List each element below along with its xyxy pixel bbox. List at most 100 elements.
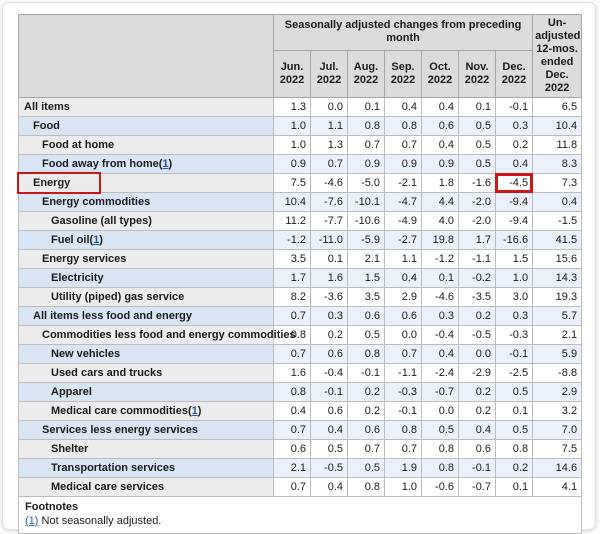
value-cell: 0.8	[347, 344, 385, 364]
value-cell: -0.6	[421, 477, 459, 497]
row-label-food: Food	[18, 116, 274, 136]
value-cell: 3.0	[494, 287, 534, 307]
value-cell: -1.2	[273, 230, 311, 250]
value-cell: 0.6	[273, 439, 311, 459]
value-cell: -7.6	[310, 192, 348, 212]
row-label-used-cars-and-trucks: Used cars and trucks	[18, 363, 274, 383]
unadjusted-value-cell: 5.9	[532, 344, 583, 364]
row-label-apparel: Apparel	[18, 382, 274, 402]
value-cell: -2.5	[494, 363, 534, 383]
table-row: Electricity 1.7 1.6 1.5 0.4 0.1 -0.2 1.0 14.3	[18, 268, 583, 288]
column-header-jun-2022: Jun. 2022	[273, 49, 311, 99]
footnotes-section: Footnotes (1) Not seasonally adjusted.	[17, 496, 583, 534]
value-cell: 0.6	[347, 420, 385, 440]
footnote-marker-link[interactable]: (1)	[25, 515, 39, 527]
value-cell: -4.9	[384, 211, 422, 231]
footnote-link[interactable]: 1	[191, 405, 198, 417]
value-cell: 0.1	[494, 477, 534, 497]
value-cell: 0.4	[421, 135, 459, 155]
unadjusted-value-cell: 41.5	[532, 230, 583, 250]
value-cell: 0.7	[273, 306, 311, 326]
table-row: Transportation services 2.1 -0.5 0.5 1.9 0.8-…	[18, 458, 583, 478]
row-label-energy: Energy	[17, 172, 274, 194]
value-cell: 7.5	[273, 173, 311, 193]
value-cell: -2.0	[458, 211, 496, 231]
row-label-all-items: All items	[18, 97, 274, 117]
value-cell: -5.0	[347, 173, 385, 193]
unadjusted-value-cell: 10.4	[532, 116, 583, 136]
value-cell: 1.5	[347, 268, 385, 288]
value-cell: 0.8	[494, 439, 534, 459]
unadjusted-value-cell: 0.4	[532, 192, 583, 212]
value-cell: 0.6	[421, 116, 459, 136]
table-row: Energy 7.5 -4.6 -5.0 -2.1 1.8 -1.6 -4.5 7.3	[17, 172, 583, 194]
value-cell: 0.7	[310, 154, 348, 174]
unadjusted-value-cell: -1.5	[532, 211, 583, 231]
value-cell: -9.4	[494, 192, 534, 212]
value-cell: -11.0	[310, 230, 348, 250]
row-label-food-away-from-home: Food away from home(1)	[18, 154, 274, 174]
value-cell: 1.0	[384, 477, 422, 497]
value-cell: 1.7	[458, 230, 496, 250]
value-cell: 0.8	[421, 458, 459, 478]
table-row: Apparel 0.8 -0.1 0.2 -0.3 -0.7 0.2 0.5 2.9	[18, 382, 583, 402]
footnote-link[interactable]: 1	[93, 234, 100, 246]
value-cell: 0.2	[494, 135, 534, 155]
unadjusted-value-cell: 14.3	[532, 268, 583, 288]
table-row: Used cars and trucks 1.6 -0.4 -0.1 -1.1 -2.4-…	[18, 363, 583, 383]
row-label-services-less-energy-services: Services less energy services	[18, 420, 274, 440]
value-cell: 0.7	[347, 439, 385, 459]
value-cell: 8.2	[273, 287, 311, 307]
value-cell: 0.5	[347, 325, 385, 345]
column-header-dec-2022: Dec. 2022	[494, 49, 534, 99]
value-cell: -4.5	[494, 173, 534, 193]
value-cell: 0.2	[458, 382, 496, 402]
value-cell: 0.1	[310, 249, 348, 269]
table-row: Services less energy services 0.7 0.4 0.6 0.…	[18, 420, 583, 440]
unadjusted-value-cell: -8.8	[532, 363, 583, 383]
value-cell: 0.4	[421, 344, 459, 364]
value-cell: -1.2	[421, 249, 459, 269]
value-cell: 0.5	[458, 116, 496, 136]
value-cell: -0.1	[494, 97, 534, 117]
row-label-shelter: Shelter	[18, 439, 274, 459]
value-cell: -10.6	[347, 211, 385, 231]
value-cell: 0.9	[421, 154, 459, 174]
value-cell: 0.3	[494, 116, 534, 136]
value-cell: 2.1	[347, 249, 385, 269]
value-cell: 0.4	[384, 268, 422, 288]
value-cell: 1.0	[273, 116, 311, 136]
value-cell: 0.5	[421, 420, 459, 440]
footnote-line: (1) Not seasonally adjusted.	[25, 514, 575, 528]
value-cell: 0.7	[273, 420, 311, 440]
unadjusted-value-cell: 7.0	[532, 420, 583, 440]
value-cell: 0.1	[494, 401, 534, 421]
column-header-oct-2022: Oct. 2022	[421, 49, 459, 99]
value-cell: 0.8	[347, 477, 385, 497]
value-cell: -0.3	[384, 382, 422, 402]
value-cell: 0.5	[458, 154, 496, 174]
unadjusted-value-cell: 15.6	[532, 249, 583, 269]
value-cell: -1.1	[384, 363, 422, 383]
value-cell: -0.1	[347, 363, 385, 383]
value-cell: 0.1	[458, 97, 496, 117]
value-cell: 0.7	[384, 439, 422, 459]
value-cell: 1.0	[494, 268, 534, 288]
row-label-energy-commodities: Energy commodities	[18, 192, 274, 212]
value-cell: 0.2	[310, 325, 348, 345]
value-cell: -3.5	[458, 287, 496, 307]
value-cell: 1.3	[310, 135, 348, 155]
value-cell: -0.7	[458, 477, 496, 497]
table-row: Food at home 1.0 1.3 0.7 0.7 0.4 0.5 0.2 11.8	[18, 135, 583, 155]
footnote-link[interactable]: 1	[162, 158, 169, 170]
unadjusted-value-cell: 7.5	[532, 439, 583, 459]
value-cell: 0.5	[494, 382, 534, 402]
value-cell: 0.4	[384, 97, 422, 117]
row-label-commodities-less-food-and-energy-commodities: Commodities less food and energy commodi…	[18, 325, 296, 345]
value-cell: -0.4	[310, 363, 348, 383]
value-cell: -0.1	[458, 458, 496, 478]
value-cell: 0.2	[347, 401, 385, 421]
row-label-transportation-services: Transportation services	[18, 458, 274, 478]
value-cell: 0.2	[347, 382, 385, 402]
value-cell: 0.3	[421, 306, 459, 326]
